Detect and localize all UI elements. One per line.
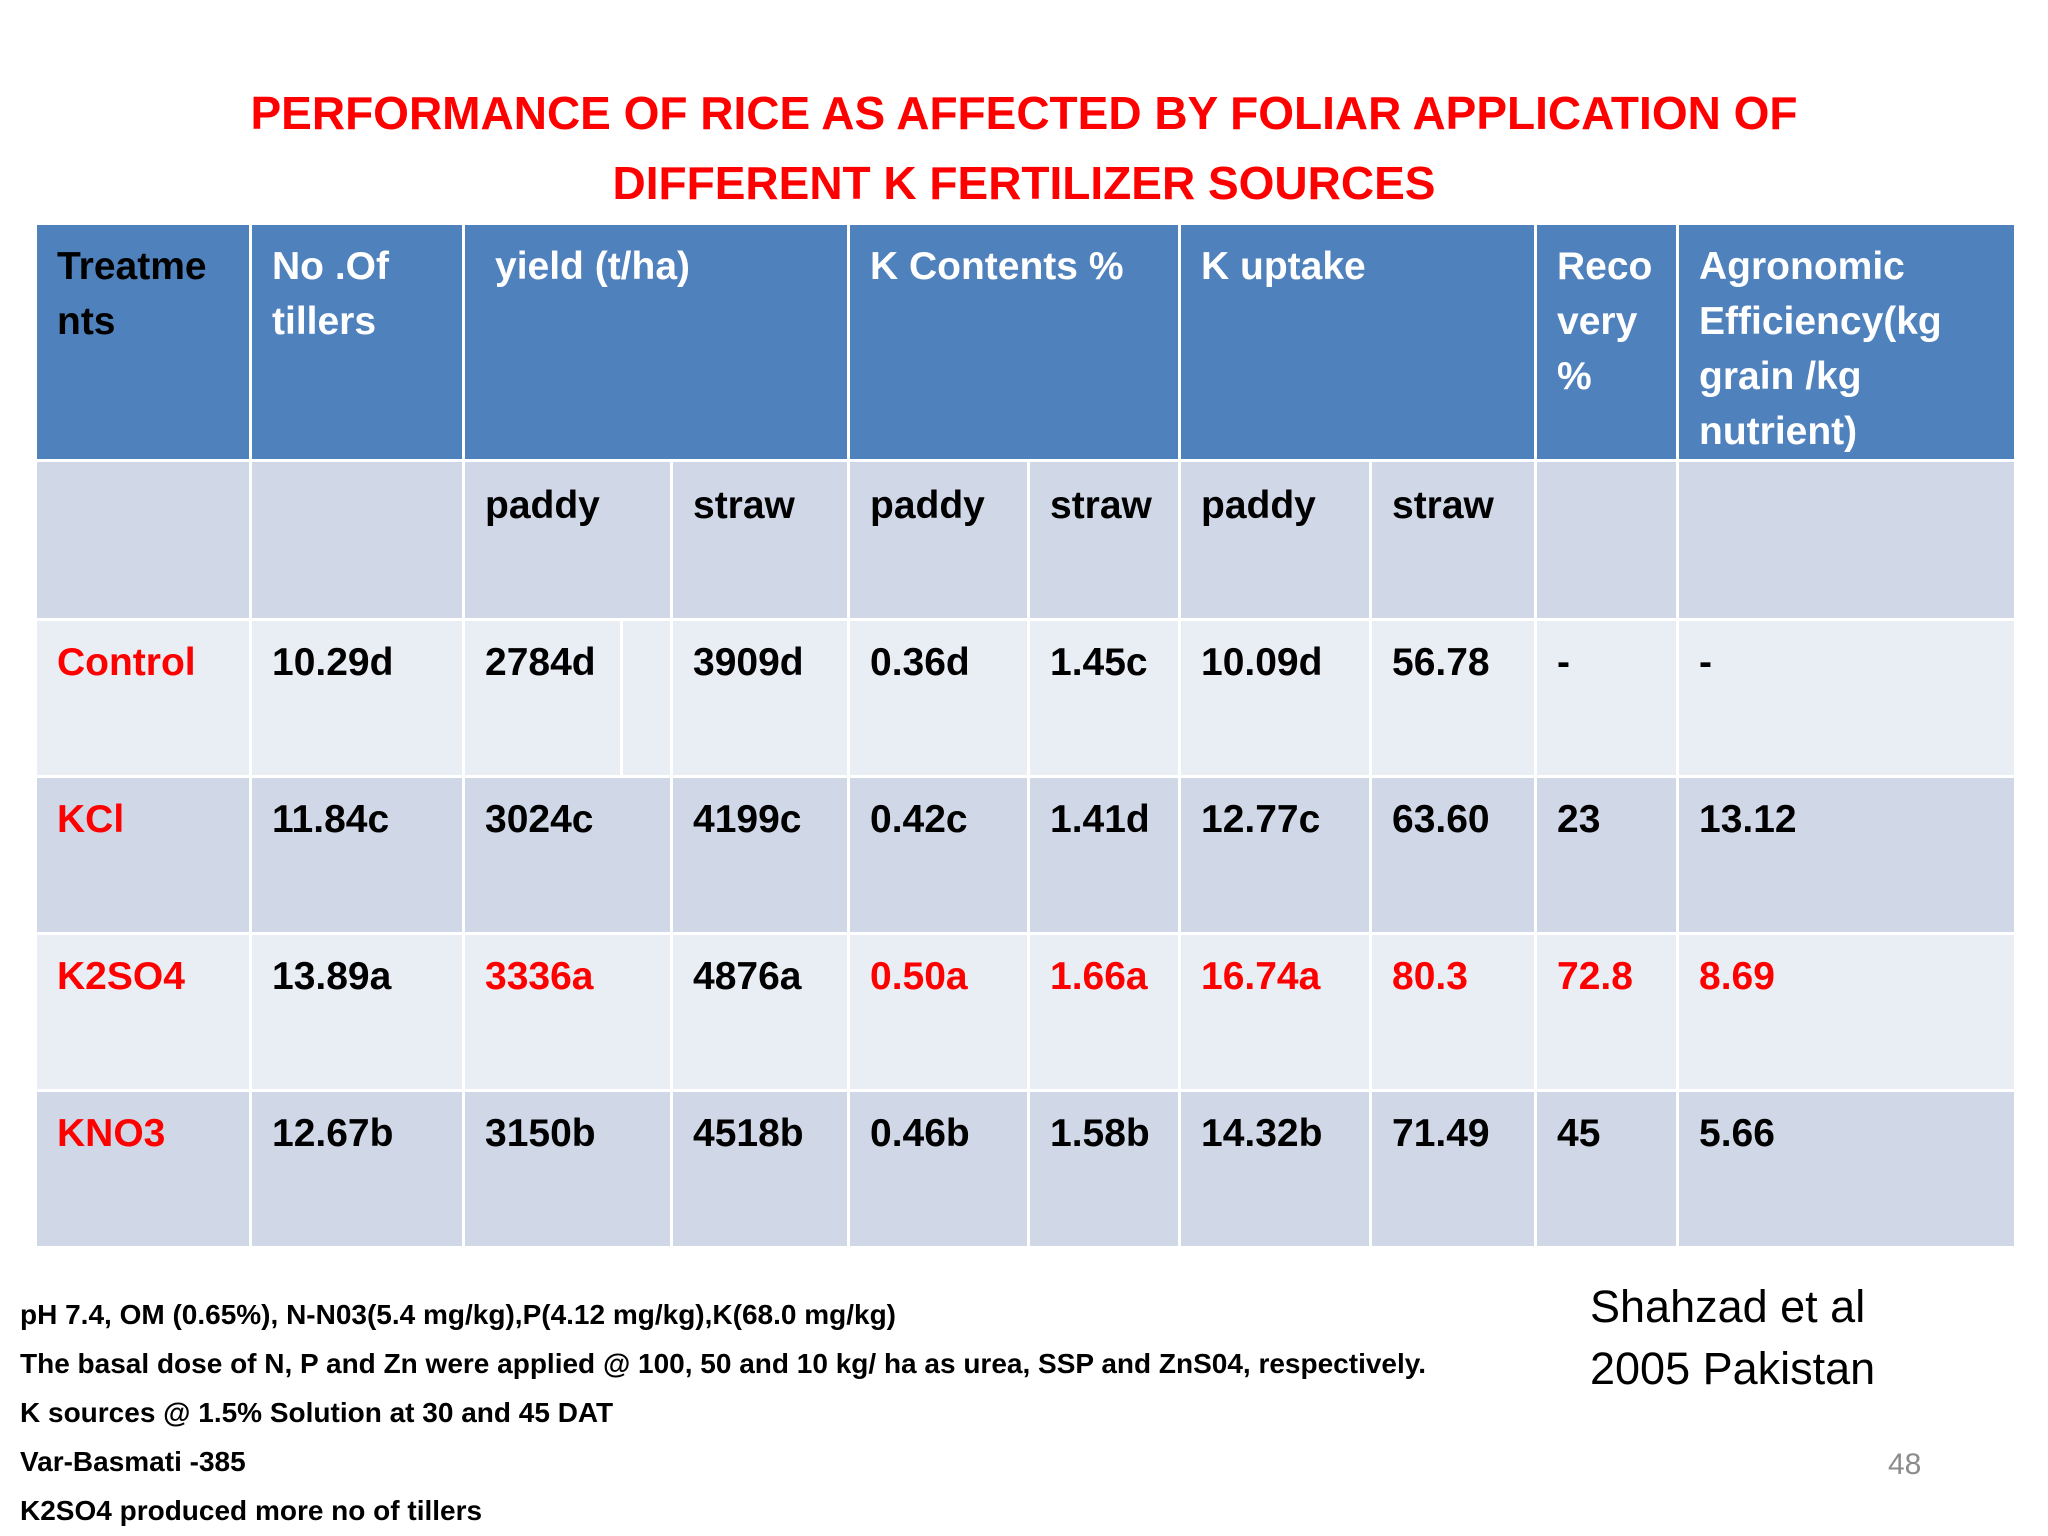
subheader-empty <box>34 459 252 621</box>
subheader-kc-paddy: paddy <box>847 459 1030 621</box>
footnote-k-sources: K sources @ 1.5% Solution at 30 and 45 D… <box>20 1397 614 1428</box>
slide-title: PERFORMANCE OF RICE AS AFFECTED BY FOLIA… <box>0 78 2048 218</box>
header-yield: yield (t/ha) <box>462 222 850 462</box>
cell-ku-paddy: 12.77c <box>1178 775 1372 935</box>
cell-yield-straw: 4199c <box>670 775 850 935</box>
cell-agronomic: 5.66 <box>1676 1089 2018 1249</box>
cell-recovery: 45 <box>1534 1089 1680 1249</box>
cell-treatment: Control <box>34 618 252 778</box>
table-row: K2SO4 13.89a 3336a 4876a 0.50a 1.66a 16.… <box>34 932 2018 1092</box>
cell-kc-paddy: 0.46b <box>847 1089 1030 1249</box>
results-table: Treatme nts No .Of tillers yield (t/ha) … <box>34 222 2018 1249</box>
cell-yield-straw: 4518b <box>670 1089 850 1249</box>
subheader-empty <box>249 459 465 621</box>
subheader-yield-paddy: paddy <box>462 459 673 621</box>
cell-ku-straw: 63.60 <box>1368 775 1538 935</box>
citation-line-2: 2005 Pakistan <box>1590 1343 1876 1394</box>
subheader-yield-straw: straw <box>670 459 850 621</box>
header-recovery: Reco very % <box>1534 222 1680 462</box>
title-line-1: PERFORMANCE OF RICE AS AFFECTED BY FOLIA… <box>250 87 1798 139</box>
cell-kc-straw: 1.41d <box>1027 775 1181 935</box>
cell-ku-paddy: 16.74a <box>1178 932 1372 1092</box>
header-agronomic-efficiency: Agronomic Efficiency(kg grain /kg nutrie… <box>1676 222 2018 462</box>
cell-kc-paddy: 0.42c <box>847 775 1030 935</box>
subheader-row: paddy straw paddy straw paddy straw <box>34 459 2018 621</box>
cell-divider <box>620 622 623 774</box>
cell-ku-paddy: 10.09d <box>1178 618 1372 778</box>
cell-ku-straw: 80.3 <box>1368 932 1538 1092</box>
cell-yield-paddy: 3024c <box>462 775 673 935</box>
cell-ku-paddy: 14.32b <box>1178 1089 1372 1249</box>
cell-yield-paddy: 3150b <box>462 1089 673 1249</box>
header-tillers: No .Of tillers <box>249 222 465 462</box>
cell-yield-straw: 4876a <box>670 932 850 1092</box>
subheader-ku-paddy: paddy <box>1178 459 1372 621</box>
header-k-contents: K Contents % <box>847 222 1181 462</box>
cell-ku-straw: 56.78 <box>1368 618 1538 778</box>
footnotes: pH 7.4, OM (0.65%), N-N03(5.4 mg/kg),P(4… <box>20 1290 1426 1535</box>
table-row: Control 10.29d 2784d 3909d 0.36d 1.45c 1… <box>34 618 2018 778</box>
cell-treatment: KCl <box>34 775 252 935</box>
footnote-soil: pH 7.4, OM (0.65%), N-N03(5.4 mg/kg),P(4… <box>20 1299 896 1330</box>
cell-tillers: 10.29d <box>249 618 465 778</box>
cell-value: 2784d <box>485 641 596 684</box>
citation: Shahzad et al 2005 Pakistan <box>1590 1276 1875 1400</box>
cell-treatment: KNO3 <box>34 1089 252 1249</box>
page-number: 48 <box>1888 1448 1922 1481</box>
subheader-kc-straw: straw <box>1027 459 1181 621</box>
header-k-uptake: K uptake <box>1177 222 1538 462</box>
cell-tillers: 12.67b <box>249 1089 465 1249</box>
header-row: Treatme nts No .Of tillers yield (t/ha) … <box>34 222 2018 462</box>
cell-kc-straw: 1.45c <box>1027 618 1181 778</box>
cell-ku-straw: 71.49 <box>1368 1089 1538 1249</box>
cell-treatment: K2SO4 <box>34 932 252 1092</box>
subheader-empty <box>1676 459 2018 621</box>
cell-agronomic: 8.69 <box>1676 932 2018 1092</box>
cell-yield-paddy: 3336a <box>462 932 673 1092</box>
cell-kc-paddy: 0.36d <box>847 618 1030 778</box>
footnote-basal-dose: The basal dose of N, P and Zn were appli… <box>20 1348 1427 1379</box>
cell-kc-straw: 1.58b <box>1027 1089 1181 1249</box>
header-treatments: Treatme nts <box>34 222 252 462</box>
cell-recovery: 72.8 <box>1534 932 1680 1092</box>
cell-tillers: 11.84c <box>249 775 465 935</box>
title-line-2: DIFFERENT K FERTILIZER SOURCES <box>612 157 1436 209</box>
cell-kc-paddy: 0.50a <box>847 932 1030 1092</box>
cell-agronomic: - <box>1676 618 2018 778</box>
cell-tillers: 13.89a <box>249 932 465 1092</box>
footnote-conclusion: K2SO4 produced more no of tillers <box>20 1495 483 1526</box>
footnote-variety: Var-Basmati -385 <box>20 1446 246 1477</box>
citation-line-1: Shahzad et al <box>1590 1281 1866 1332</box>
cell-yield-paddy: 2784d <box>462 618 673 778</box>
table-row: KNO3 12.67b 3150b 4518b 0.46b 1.58b 14.3… <box>34 1089 2018 1249</box>
subheader-ku-straw: straw <box>1368 459 1538 621</box>
cell-kc-straw: 1.66a <box>1027 932 1181 1092</box>
cell-yield-straw: 3909d <box>670 618 850 778</box>
table-row: KCl 11.84c 3024c 4199c 0.42c 1.41d 12.77… <box>34 775 2018 935</box>
subheader-empty <box>1534 459 1680 621</box>
cell-recovery: 23 <box>1534 775 1680 935</box>
cell-agronomic: 13.12 <box>1676 775 2018 935</box>
cell-recovery: - <box>1534 618 1680 778</box>
